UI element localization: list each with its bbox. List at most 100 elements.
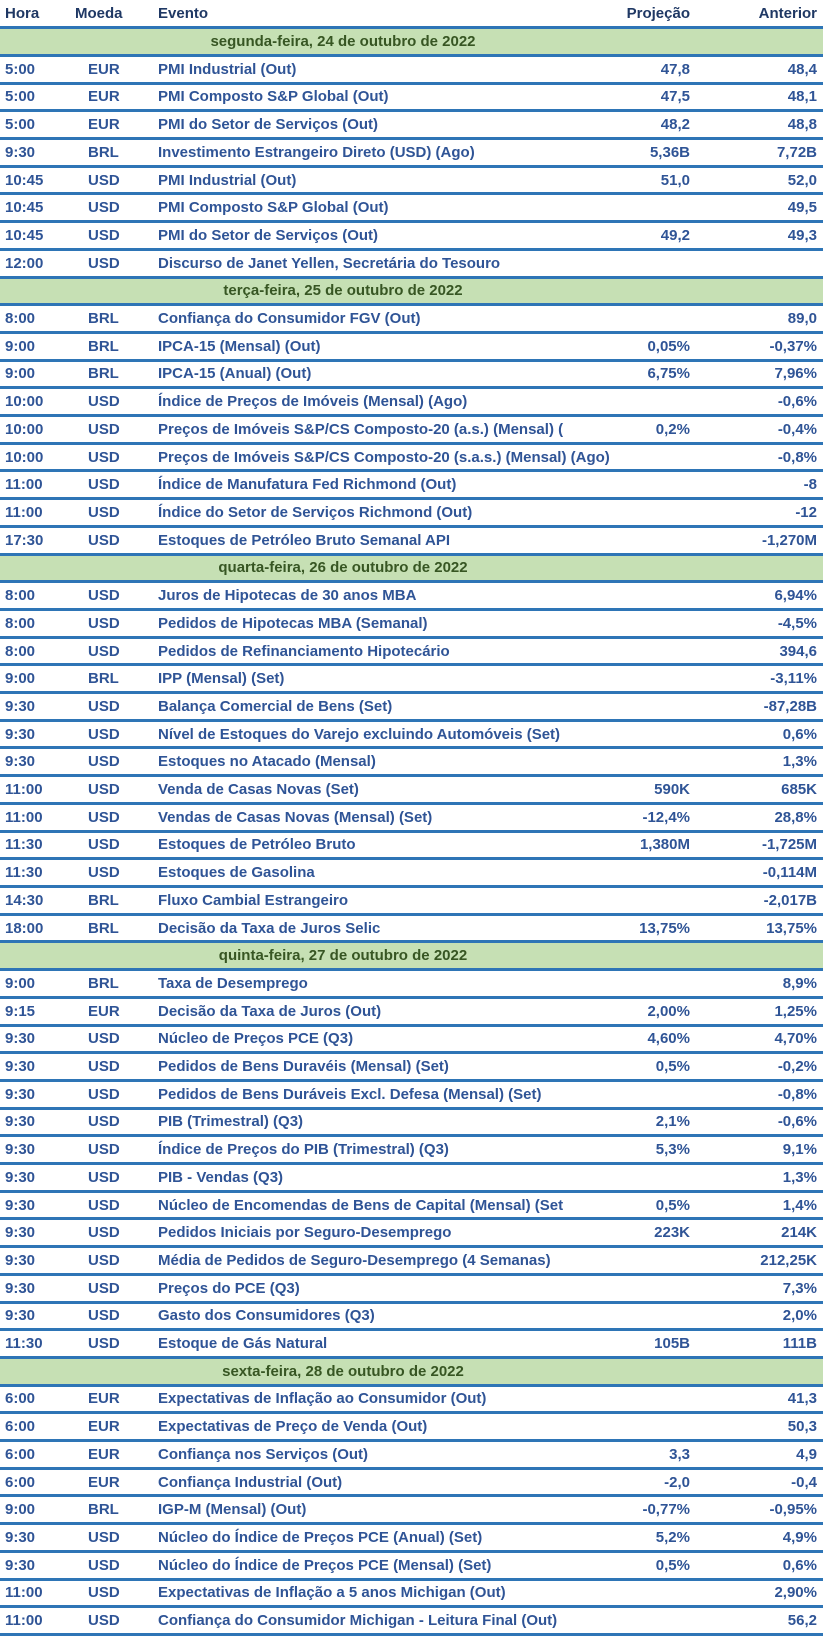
event-row: 9:30 USD Núcleo de Preços PCE (Q3) 4,60% 4,7… xyxy=(0,1025,823,1055)
event-row: 9:15 EUR Decisão da Taxa de Juros (Out) 2,0… xyxy=(0,997,823,1027)
previous-cell: -0,2% xyxy=(705,1052,823,1082)
forecast-cell xyxy=(610,249,705,279)
time-cell: 9:30 xyxy=(0,1523,75,1553)
event-row: 9:30 USD Balança Comercial de Bens (Set) -8… xyxy=(0,692,823,722)
currency-cell: BRL xyxy=(75,886,158,916)
time-cell: 17:30 xyxy=(0,526,75,556)
forecast-cell xyxy=(610,609,705,639)
time-cell: 9:30 xyxy=(0,1218,75,1249)
time-cell: 14:30 xyxy=(0,886,75,916)
previous-cell: 7,3% xyxy=(705,1274,823,1304)
event-cell: Decisão da Taxa de Juros (Out) xyxy=(158,997,610,1027)
forecast-cell xyxy=(610,470,705,501)
currency-cell: USD xyxy=(75,858,158,888)
currency-cell: USD xyxy=(75,803,158,833)
forecast-cell xyxy=(610,443,705,473)
forecast-cell xyxy=(610,1412,705,1443)
time-cell: 9:30 xyxy=(0,1551,75,1581)
previous-cell: 28,8% xyxy=(705,803,823,833)
event-row: 6:00 EUR Confiança Industrial (Out) -2,0 -0,… xyxy=(0,1468,823,1498)
forecast-cell xyxy=(610,581,705,611)
col-header-anterior: Anterior xyxy=(705,0,823,30)
event-cell: PMI Composto S&P Global (Out) xyxy=(158,83,610,113)
time-cell: 9:30 xyxy=(0,692,75,722)
previous-cell: 111B xyxy=(705,1329,823,1359)
event-cell: Decisão da Taxa de Juros Selic xyxy=(158,914,610,944)
currency-cell: BRL xyxy=(75,914,158,944)
forecast-cell: 0,5% xyxy=(610,1052,705,1082)
event-row: 11:30 USD Estoque de Gás Natural 105B 111B xyxy=(0,1329,823,1359)
forecast-cell: 1,380M xyxy=(610,831,705,861)
previous-cell: 7,96% xyxy=(705,360,823,390)
time-cell: 9:30 xyxy=(0,1191,75,1221)
event-cell: Estoques de Petróleo Bruto Semanal API xyxy=(158,526,610,556)
time-cell: 11:00 xyxy=(0,1606,75,1636)
currency-cell: BRL xyxy=(75,1495,158,1526)
forecast-cell xyxy=(610,858,705,888)
previous-cell: -3,11% xyxy=(705,664,823,695)
time-cell: 11:30 xyxy=(0,831,75,861)
event-cell: Média de Pedidos de Seguro-Desemprego (4… xyxy=(158,1246,610,1276)
event-row: 10:00 USD Preços de Imóveis S&P/CS Compost… xyxy=(0,443,823,473)
time-cell: 9:30 xyxy=(0,720,75,750)
currency-cell: USD xyxy=(75,1191,158,1221)
event-row: 10:45 USD PMI do Setor de Serviços (Out) 49… xyxy=(0,221,823,251)
forecast-cell: 5,3% xyxy=(610,1135,705,1165)
event-cell: Núcleo do Índice de Preços PCE (Mensal) … xyxy=(158,1551,610,1581)
event-cell: Expectativas de Inflação a 5 anos Michig… xyxy=(158,1579,610,1609)
currency-cell: USD xyxy=(75,1135,158,1165)
event-cell: Índice de Manufatura Fed Richmond (Out) xyxy=(158,470,610,501)
time-cell: 6:00 xyxy=(0,1440,75,1470)
time-cell: 6:00 xyxy=(0,1385,75,1415)
time-cell: 9:30 xyxy=(0,1163,75,1193)
event-row: 9:00 BRL IPCA-15 (Mensal) (Out) 0,05% -0,37% xyxy=(0,332,823,362)
currency-cell: USD xyxy=(75,1080,158,1110)
previous-cell: -1,725M xyxy=(705,831,823,861)
event-cell: Índice de Preços de Imóveis (Mensal) (Ag… xyxy=(158,387,610,418)
time-cell: 10:45 xyxy=(0,166,75,196)
forecast-cell xyxy=(610,1080,705,1110)
day-header-row: terça-feira, 25 de outubro de 2022 xyxy=(0,277,823,307)
event-cell: PMI do Setor de Serviços (Out) xyxy=(158,110,610,140)
time-cell: 11:30 xyxy=(0,1329,75,1359)
previous-cell: -0,6% xyxy=(705,387,823,418)
previous-cell xyxy=(705,249,823,279)
event-cell: IGP-M (Mensal) (Out) xyxy=(158,1495,610,1526)
calendar-body: segunda-feira, 24 de outubro de 2022 5:00… xyxy=(0,27,823,1636)
currency-cell: BRL xyxy=(75,332,158,362)
previous-cell: 52,0 xyxy=(705,166,823,196)
event-cell: Pedidos de Refinanciamento Hipotecário xyxy=(158,637,610,667)
previous-cell: -1,270M xyxy=(705,526,823,556)
time-cell: 10:00 xyxy=(0,443,75,473)
forecast-cell: 223K xyxy=(610,1218,705,1249)
time-cell: 10:45 xyxy=(0,221,75,251)
forecast-cell: 3,3 xyxy=(610,1440,705,1470)
currency-cell: EUR xyxy=(75,55,158,85)
event-row: 9:30 USD PIB (Trimestral) (Q3) 2,1% -0,6% xyxy=(0,1108,823,1138)
currency-cell: USD xyxy=(75,1163,158,1193)
forecast-cell: 2,1% xyxy=(610,1108,705,1138)
event-cell: Taxa de Desemprego xyxy=(158,969,610,999)
event-cell: Pedidos de Bens Duravéis (Mensal) (Set) xyxy=(158,1052,610,1082)
forecast-cell xyxy=(610,1163,705,1193)
event-cell: Confiança Industrial (Out) xyxy=(158,1468,610,1498)
previous-cell: 1,3% xyxy=(705,747,823,778)
event-row: 8:00 USD Pedidos de Hipotecas MBA (Semanal… xyxy=(0,609,823,639)
event-row: 10:00 USD Índice de Preços de Imóveis (Men… xyxy=(0,387,823,418)
previous-cell: 48,1 xyxy=(705,83,823,113)
forecast-cell: 48,2 xyxy=(610,110,705,140)
currency-cell: USD xyxy=(75,1551,158,1581)
currency-cell: BRL xyxy=(75,138,158,168)
currency-cell: BRL xyxy=(75,969,158,999)
previous-cell: 212,25K xyxy=(705,1246,823,1276)
time-cell: 9:30 xyxy=(0,1052,75,1082)
previous-cell: 0,6% xyxy=(705,1551,823,1581)
event-row: 9:30 USD Núcleo do Índice de Preços PCE (M… xyxy=(0,1551,823,1581)
col-header-projecao: Projeção xyxy=(610,0,705,30)
event-cell: PMI do Setor de Serviços (Out) xyxy=(158,221,610,251)
previous-cell: 8,9% xyxy=(705,969,823,999)
previous-cell: 2,90% xyxy=(705,1579,823,1609)
event-row: 9:30 USD Preços do PCE (Q3) 7,3% xyxy=(0,1274,823,1304)
previous-cell: -0,8% xyxy=(705,443,823,473)
time-cell: 9:00 xyxy=(0,1495,75,1526)
